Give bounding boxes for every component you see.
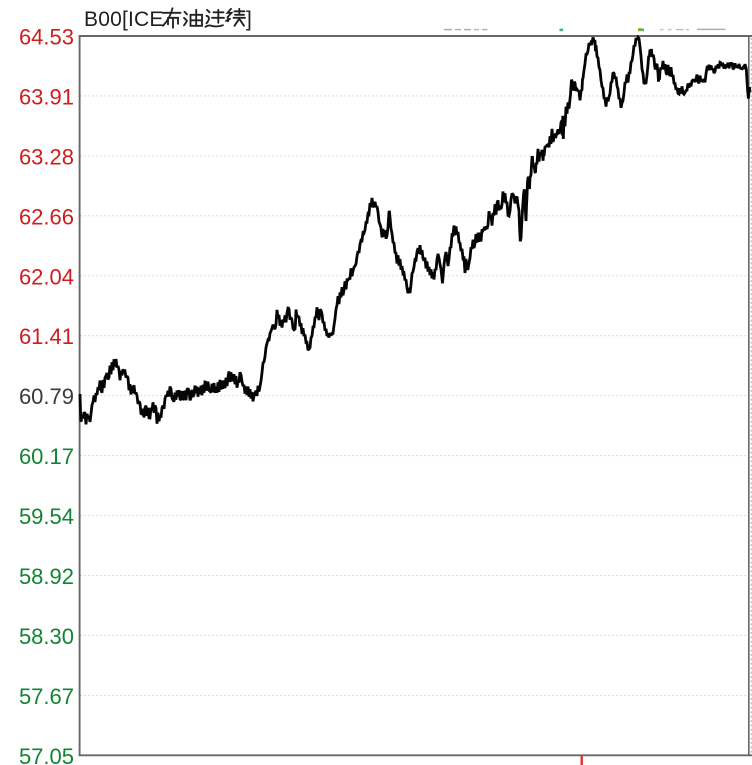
svg-text:57.05: 57.05 [19, 744, 74, 765]
svg-text:B00[ICE: B00[ICE [84, 8, 164, 31]
svg-text:59.54: 59.54 [19, 504, 74, 529]
svg-text:58.30: 58.30 [19, 624, 74, 649]
svg-text:]: ] [246, 8, 252, 31]
svg-text:57.67: 57.67 [19, 684, 74, 709]
svg-text:63.91: 63.91 [19, 84, 74, 109]
svg-text:63.28: 63.28 [19, 144, 74, 169]
svg-text:58.92: 58.92 [19, 564, 74, 589]
svg-text:60.17: 60.17 [19, 444, 74, 469]
svg-text:61.41: 61.41 [19, 324, 74, 349]
svg-text:62.04: 62.04 [19, 264, 74, 289]
svg-text:60.79: 60.79 [19, 384, 74, 409]
svg-text:62.66: 62.66 [19, 204, 74, 229]
svg-text:64.53: 64.53 [19, 25, 74, 50]
